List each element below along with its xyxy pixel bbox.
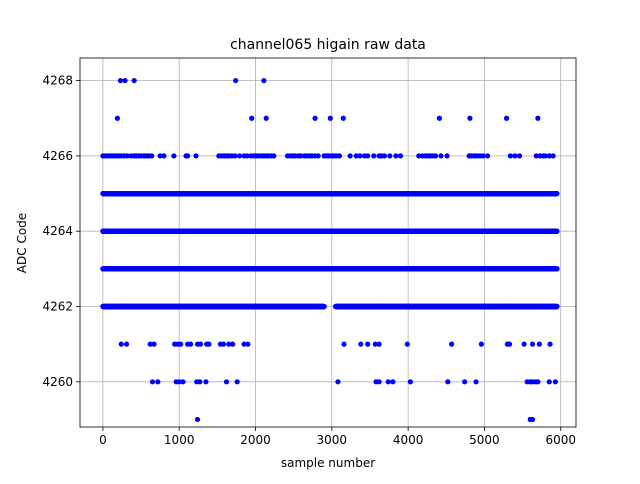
- data-point: [322, 304, 327, 309]
